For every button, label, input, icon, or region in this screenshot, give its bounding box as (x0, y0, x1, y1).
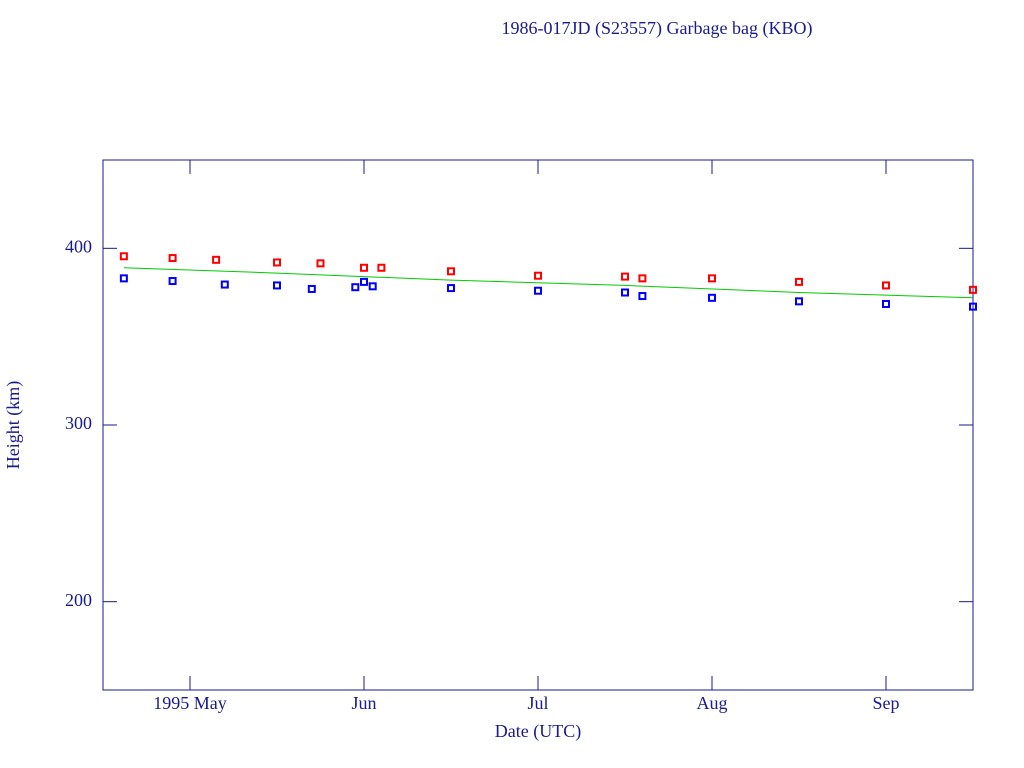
marker (447, 284, 455, 293)
marker (168, 254, 177, 263)
marker (969, 302, 977, 311)
x-tick-label: Aug (697, 693, 728, 713)
y-tick-label: 400 (65, 236, 92, 256)
marker (273, 258, 281, 267)
marker (969, 285, 977, 294)
marker (882, 281, 890, 290)
marker (316, 259, 325, 268)
x-tick-label: 1995 May (153, 693, 227, 713)
marker (360, 263, 368, 272)
marker (534, 286, 542, 295)
chart-title: 1986-017JD (S23557) Garbage bag (KBO) (502, 18, 813, 39)
x-tick-label: Sep (873, 693, 900, 713)
x-tick-label: Jun (351, 693, 376, 713)
marker (307, 284, 316, 293)
marker (447, 267, 455, 276)
marker (882, 299, 890, 308)
plot-frame (102, 159, 974, 691)
marker (273, 281, 281, 290)
marker (220, 280, 229, 289)
marker (621, 272, 629, 281)
x-tick-label: Jul (527, 693, 548, 713)
marker (368, 282, 377, 291)
y-axis-label: Height (km) (3, 381, 24, 469)
marker (534, 271, 542, 280)
marker (351, 283, 360, 292)
series-line (123, 267, 974, 299)
marker (795, 297, 803, 306)
x-axis-label: Date (UTC) (495, 721, 581, 742)
y-tick-label: 200 (65, 590, 92, 610)
marker (708, 293, 716, 302)
marker (377, 263, 386, 272)
marker (621, 288, 629, 297)
marker (708, 274, 716, 283)
marker (119, 252, 128, 261)
marker (638, 274, 647, 283)
marker (168, 277, 177, 286)
marker (638, 292, 647, 301)
marker (360, 277, 368, 286)
marker (212, 255, 221, 264)
marker (119, 274, 128, 283)
y-tick-label: 300 (65, 413, 92, 433)
marker (795, 277, 803, 286)
